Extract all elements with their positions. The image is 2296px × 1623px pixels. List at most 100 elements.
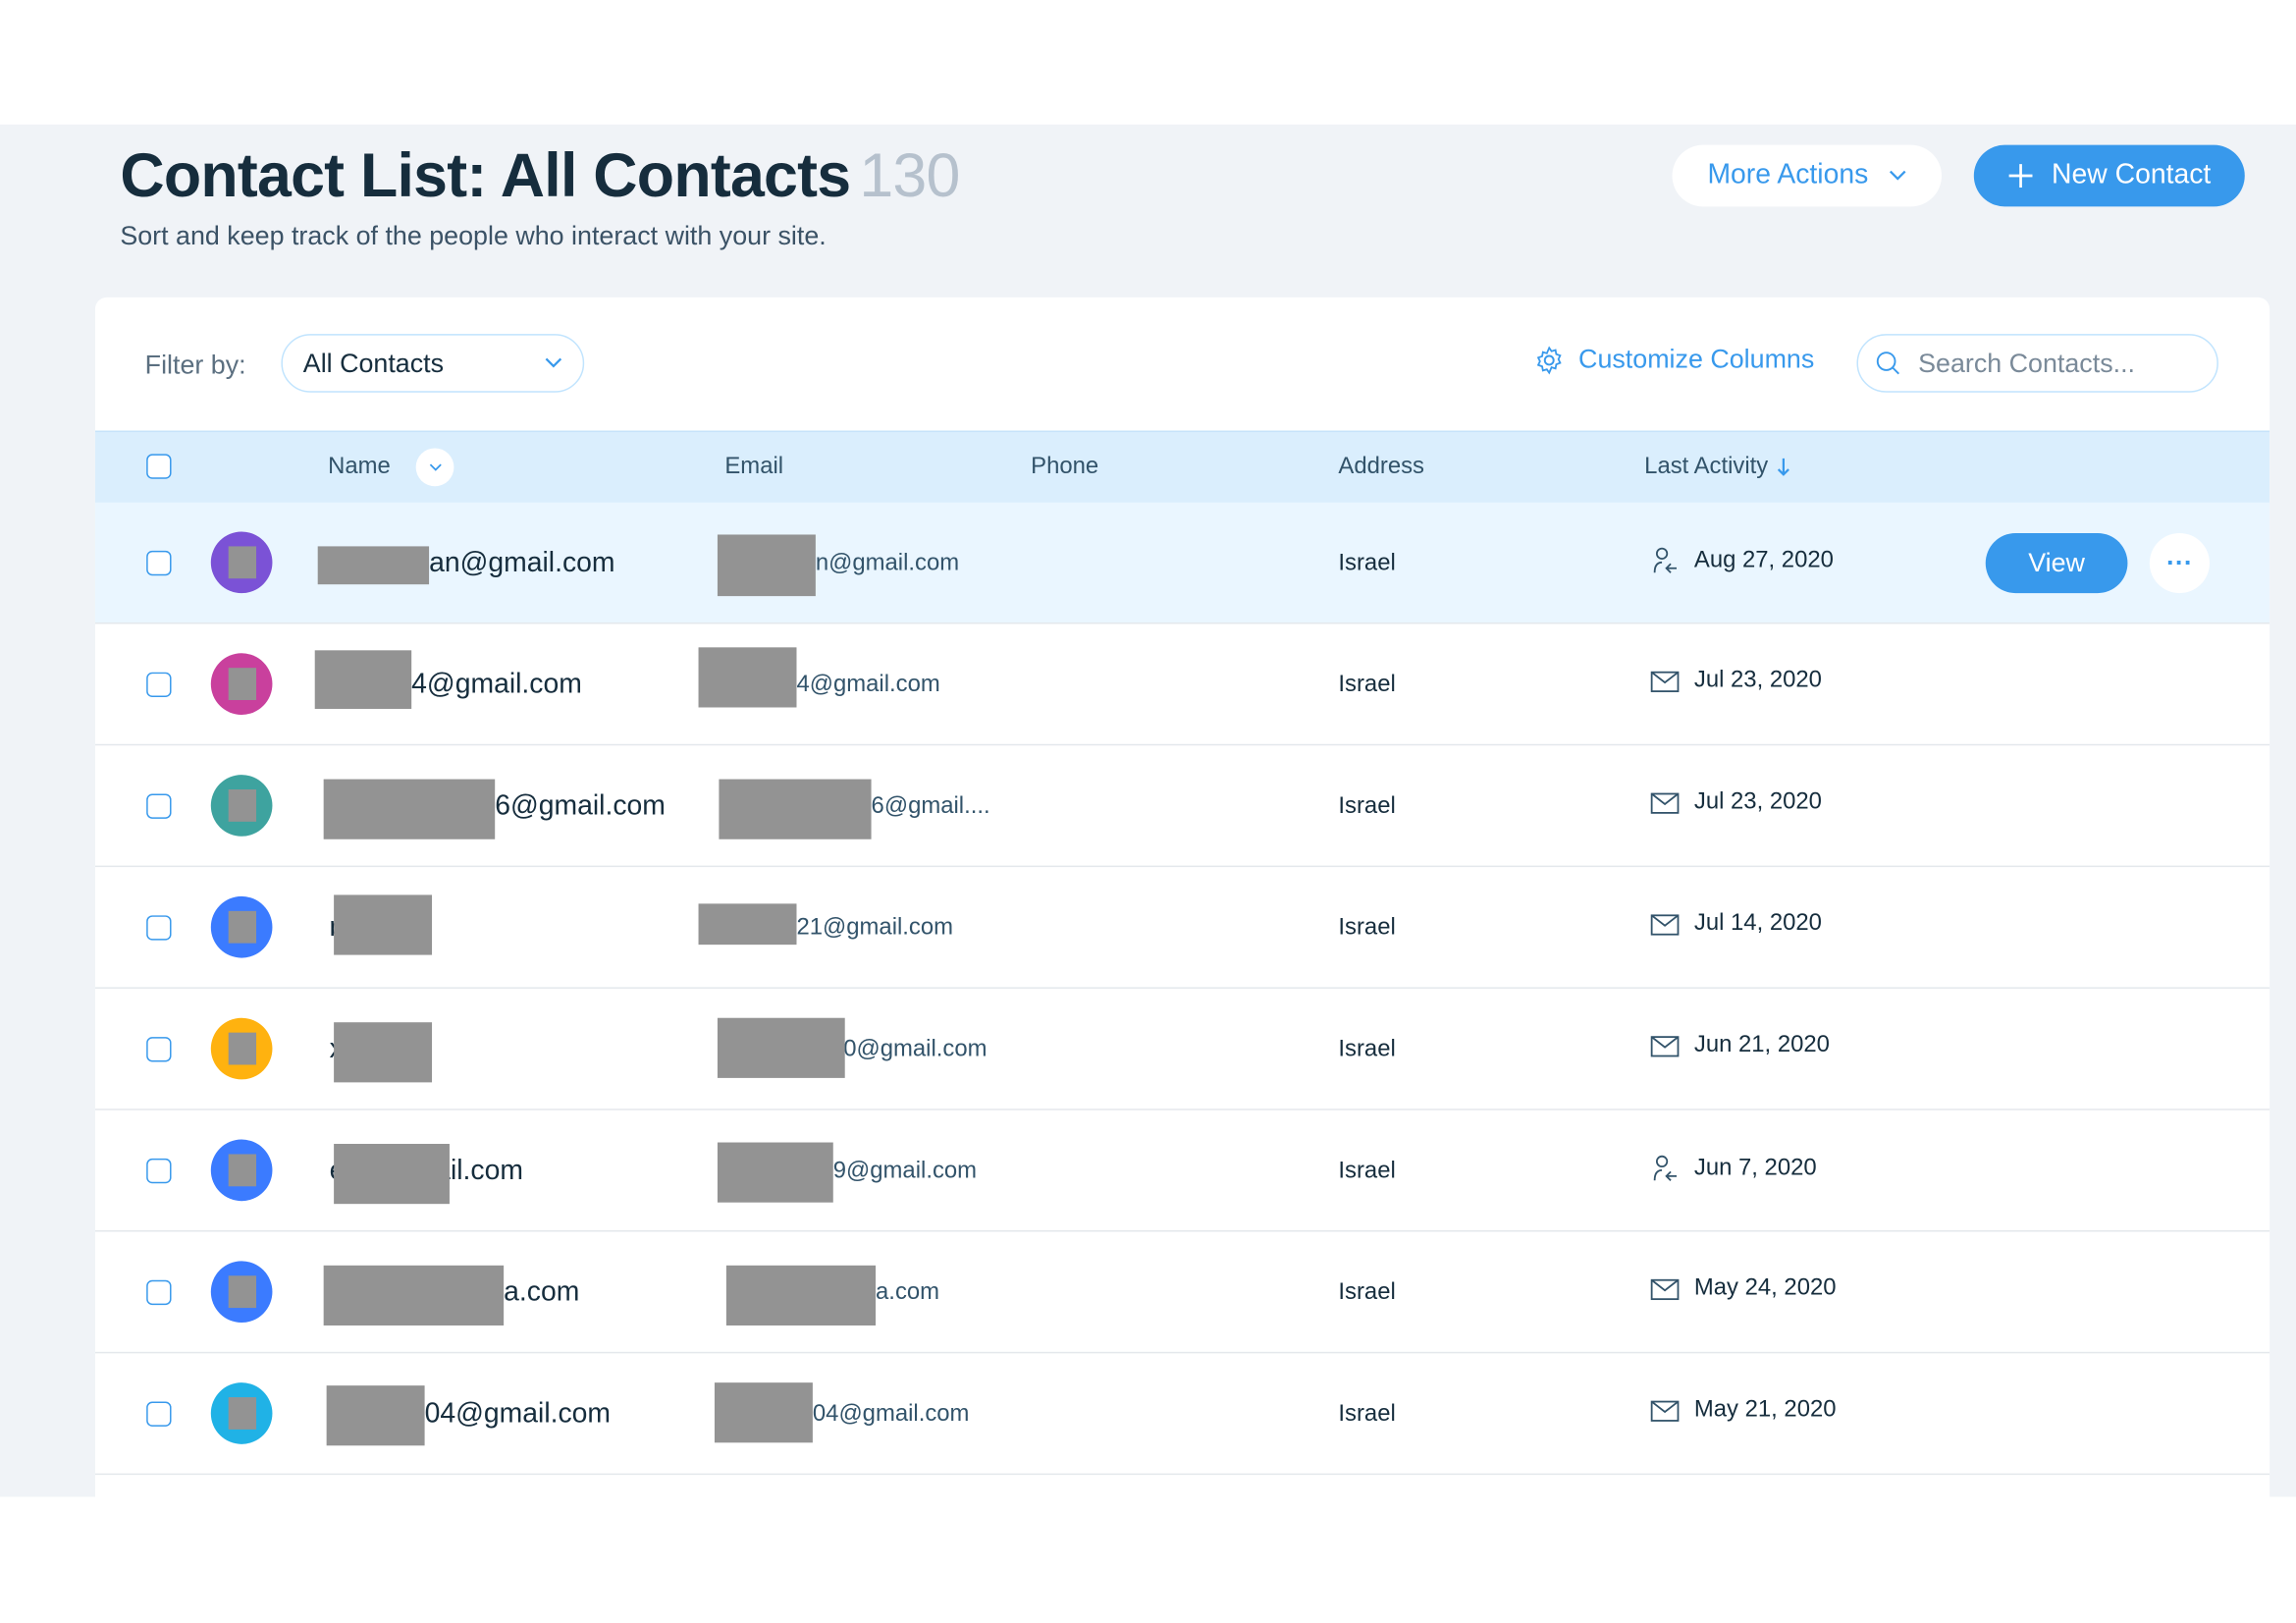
row-checkbox[interactable] xyxy=(146,672,172,698)
redacted-email xyxy=(698,647,797,708)
redacted-email xyxy=(698,903,797,946)
redacted-email xyxy=(714,1382,813,1443)
row-checkbox[interactable] xyxy=(146,1279,172,1306)
table-row[interactable]: 4@gmail.com 4@gmail.com Israel Jul 23, 2… xyxy=(94,623,2270,746)
filter-dropdown[interactable]: All Contacts xyxy=(281,334,585,393)
contact-address: Israel xyxy=(1338,1037,1396,1062)
contact-email: 9@gmail.com xyxy=(832,1158,978,1184)
activity-date: Jun 21, 2020 xyxy=(1693,1032,1830,1058)
column-address[interactable]: Address xyxy=(1338,454,1424,479)
redacted-name xyxy=(314,650,412,709)
chevron-down-icon xyxy=(429,463,442,471)
page-subtitle: Sort and keep track of the people who in… xyxy=(120,221,827,251)
plus-icon xyxy=(2008,164,2033,188)
row-checkbox[interactable] xyxy=(146,1158,172,1184)
envelope-icon xyxy=(1650,1399,1680,1422)
contact-name[interactable]: 04@gmail.com xyxy=(424,1398,612,1430)
chevron-down-icon xyxy=(545,357,562,368)
row-checkbox[interactable] xyxy=(146,793,172,819)
contact-address: Israel xyxy=(1338,915,1396,941)
last-activity: May 21, 2020 xyxy=(1650,1397,1837,1424)
redacted-image xyxy=(228,1275,257,1309)
view-button[interactable]: View xyxy=(1985,532,2128,594)
activity-date: Jun 7, 2020 xyxy=(1693,1155,1817,1181)
redacted-email xyxy=(717,534,816,597)
redacted-name xyxy=(334,894,433,955)
new-contact-label: New Contact xyxy=(2052,159,2212,190)
table-row[interactable]: an@gmail.com n@gmail.com Israel Aug 27, … xyxy=(94,502,2270,624)
contact-name[interactable]: an@gmail.com xyxy=(429,547,615,579)
table-row[interactable]: 6@gmail.com 6@gmail.... Israel Jul 23, 2… xyxy=(94,745,2270,868)
contact-email: 4@gmail.com xyxy=(796,672,940,698)
activity-date: Jul 23, 2020 xyxy=(1693,668,1822,693)
contact-name[interactable]: a.com xyxy=(504,1276,580,1309)
row-checkbox[interactable] xyxy=(146,1401,172,1427)
contact-address: Israel xyxy=(1338,1279,1396,1306)
column-phone[interactable]: Phone xyxy=(1031,454,1099,479)
envelope-icon xyxy=(1650,670,1680,692)
redacted-image xyxy=(228,668,257,701)
row-checkbox[interactable] xyxy=(146,1037,172,1062)
avatar xyxy=(210,1017,273,1080)
chevron-down-icon xyxy=(1889,170,1906,181)
contact-email: 0@gmail.com xyxy=(843,1037,988,1062)
contact-name[interactable]: 6@gmail.com xyxy=(495,790,666,822)
contact-address: Israel xyxy=(1338,672,1396,698)
avatar xyxy=(210,1382,273,1444)
last-activity: May 24, 2020 xyxy=(1650,1275,1837,1302)
contact-email: 6@gmail.... xyxy=(871,793,990,819)
contact-arrow-icon xyxy=(1650,1154,1680,1183)
row-checkbox[interactable] xyxy=(146,915,172,941)
table-row[interactable]: ɒ x 21@gmail.com Israel Jul 14, 2020 xyxy=(94,867,2270,989)
contact-address: Israel xyxy=(1338,1158,1396,1184)
select-all-checkbox[interactable] xyxy=(146,454,172,479)
last-activity: Aug 27, 2020 xyxy=(1650,546,1834,575)
table-row[interactable]: a.com a.com Israel May 24, 2020 xyxy=(94,1232,2270,1354)
activity-date: Aug 27, 2020 xyxy=(1693,547,1834,573)
last-activity: Jun 21, 2020 xyxy=(1650,1033,1830,1059)
column-last-activity[interactable]: Last Activity xyxy=(1644,454,1791,480)
contact-email: 21@gmail.com xyxy=(796,915,954,941)
search-input[interactable] xyxy=(1915,346,2200,381)
new-contact-button[interactable]: New Contact xyxy=(1973,144,2245,207)
contact-address: Israel xyxy=(1338,550,1396,576)
customize-columns-label: Customize Columns xyxy=(1578,344,1815,374)
column-name[interactable]: Name xyxy=(328,454,391,479)
customize-columns-button[interactable]: Customize Columns xyxy=(1534,345,1814,375)
title-text: Contact List: All Contacts xyxy=(120,140,851,210)
redacted-name xyxy=(323,779,496,839)
envelope-icon xyxy=(1650,913,1680,935)
redacted-email xyxy=(717,1142,833,1203)
table-row[interactable]: 04@gmail.com 04@gmail.com Israel May 21,… xyxy=(94,1353,2270,1476)
search-field[interactable] xyxy=(1856,334,2218,393)
page-title: Contact List: All Contacts 130 xyxy=(120,140,960,211)
avatar xyxy=(210,1139,273,1202)
redacted-name xyxy=(326,1385,425,1446)
name-sort-button[interactable] xyxy=(415,448,454,487)
last-activity: Jul 23, 2020 xyxy=(1650,789,1822,816)
envelope-icon xyxy=(1650,1278,1680,1300)
avatar xyxy=(210,1261,273,1324)
envelope-icon xyxy=(1650,1035,1680,1056)
avatar xyxy=(210,895,273,958)
activity-date: May 21, 2020 xyxy=(1693,1397,1837,1423)
more-actions-button[interactable]: More Actions xyxy=(1672,144,1942,207)
last-activity-label: Last Activity xyxy=(1644,454,1769,479)
table-row[interactable]: e 9@gmail.com 9@gmail.com Israel Jun 7, … xyxy=(94,1110,2270,1232)
more-options-button[interactable]: ··· xyxy=(2149,532,2210,594)
contact-email: 04@gmail.com xyxy=(812,1401,970,1427)
filter-label: Filter by: xyxy=(144,350,246,380)
table-header: Name Email Phone Address Last Activity xyxy=(94,430,2270,505)
table-row[interactable]: x ıı 0@gmail.com Israel Jun 21, 2020 xyxy=(94,989,2270,1110)
avatar xyxy=(210,531,273,594)
column-email[interactable]: Email xyxy=(724,454,784,479)
contact-name[interactable]: 4@gmail.com xyxy=(411,669,582,701)
redacted-name xyxy=(334,1144,450,1205)
envelope-icon xyxy=(1650,791,1680,814)
row-checkbox[interactable] xyxy=(146,550,172,576)
contact-count: 130 xyxy=(859,140,960,210)
avatar xyxy=(210,653,273,715)
contact-address: Israel xyxy=(1338,1401,1396,1427)
redacted-name xyxy=(317,546,430,585)
last-activity: Jul 23, 2020 xyxy=(1650,668,1822,694)
